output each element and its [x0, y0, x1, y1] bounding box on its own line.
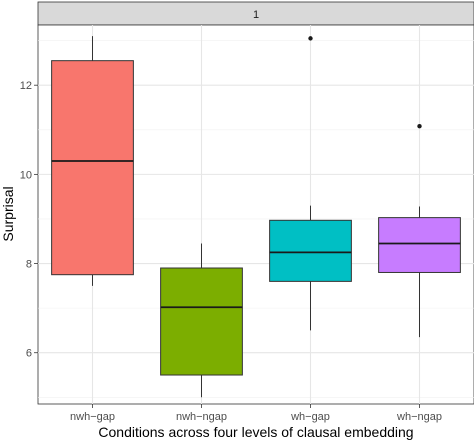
box-rect [160, 267, 243, 376]
outlier-point [417, 124, 422, 129]
y-axis: 6 8 10 12 [20, 80, 38, 360]
x-axis: nwh−gap nwh−ngap wh−gap wh−ngap [70, 404, 442, 423]
y-tick-label: 8 [26, 259, 32, 271]
outlier-point [308, 36, 313, 41]
y-tick-label: 6 [26, 348, 32, 360]
x-axis-title: Conditions across four levels of clausal… [98, 424, 413, 440]
y-tick-label: 10 [20, 169, 32, 181]
facet-strip-label: 1 [253, 9, 259, 21]
x-tick-label: wh−gap [290, 411, 330, 423]
box-series [51, 36, 461, 398]
box-rect [378, 217, 461, 273]
box-rect [269, 219, 352, 282]
x-tick-label: wh−ngap [396, 411, 442, 423]
box-1 [51, 36, 134, 286]
box-4 [378, 124, 461, 338]
box-3 [269, 36, 352, 331]
box-rect [51, 60, 134, 276]
x-tick-label: nwh−gap [70, 411, 115, 423]
y-tick-label: 12 [20, 80, 32, 92]
box-2 [160, 243, 243, 398]
x-tick-label: nwh−ngap [176, 411, 227, 423]
y-axis-title: Surprisal [0, 186, 16, 241]
